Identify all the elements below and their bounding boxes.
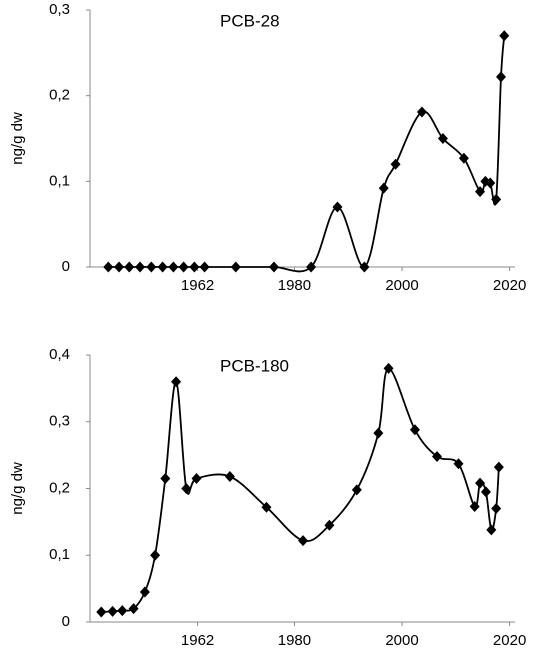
data-point: [359, 261, 370, 273]
data-point: [486, 524, 497, 536]
data-point: [480, 486, 491, 498]
y-tick-label: 0: [62, 613, 70, 630]
data-point: [491, 193, 502, 205]
y-tick-label: 0,3: [49, 1, 70, 18]
data-line: [101, 367, 500, 613]
data-point: [124, 261, 135, 273]
data-point: [499, 30, 510, 42]
data-point: [298, 535, 309, 547]
x-tick-label: 2000: [385, 277, 418, 294]
data-point: [189, 261, 200, 273]
data-point: [150, 549, 161, 561]
data-point: [117, 605, 128, 617]
chart-title: PCB-180: [220, 356, 289, 375]
data-point: [128, 603, 139, 615]
data-point: [224, 470, 235, 482]
data-point: [409, 424, 420, 436]
data-point: [168, 261, 179, 273]
data-point: [458, 152, 469, 164]
data-point: [171, 376, 182, 388]
y-tick-label: 0,4: [49, 346, 70, 363]
data-point: [230, 261, 241, 273]
data-point: [453, 458, 464, 470]
data-point: [351, 484, 362, 496]
data-point: [431, 450, 442, 462]
data-point: [261, 501, 272, 513]
data-point: [107, 605, 118, 617]
data-point: [135, 261, 146, 273]
y-tick-label: 0,1: [49, 172, 70, 189]
y-axis-label: ng/g dw: [9, 112, 26, 165]
y-tick-label: 0: [62, 258, 70, 275]
data-point: [437, 133, 448, 144]
y-tick-label: 0,1: [49, 546, 70, 563]
x-tick-label: 2020: [493, 632, 526, 649]
data-point: [475, 477, 486, 489]
x-tick-label: 1962: [181, 632, 214, 649]
data-point: [181, 483, 192, 494]
data-point: [146, 261, 157, 273]
x-tick-label: 2020: [493, 277, 526, 294]
data-point: [178, 261, 189, 273]
data-line: [108, 35, 506, 273]
x-tick-label: 1962: [181, 277, 214, 294]
data-point: [139, 586, 150, 598]
data-point: [199, 261, 210, 273]
data-point: [475, 186, 486, 198]
data-point: [324, 519, 335, 531]
data-point: [332, 201, 343, 213]
data-point: [373, 427, 384, 439]
data-point: [378, 182, 389, 194]
y-tick-label: 0,2: [49, 479, 70, 496]
data-point: [191, 472, 202, 484]
data-point: [160, 472, 171, 484]
data-point: [157, 261, 168, 273]
data-point: [491, 503, 502, 515]
data-point: [103, 261, 114, 273]
data-point: [493, 461, 504, 473]
data-point: [469, 501, 480, 513]
x-tick-label: 2000: [385, 632, 418, 649]
data-point: [383, 362, 394, 374]
data-point: [496, 71, 507, 83]
data-point: [390, 158, 401, 170]
data-point: [268, 261, 279, 273]
data-point: [96, 606, 107, 618]
chart-title: PCB-28: [220, 11, 280, 30]
data-point: [306, 261, 317, 273]
data-point: [485, 177, 496, 189]
y-axis-label: ng/g dw: [9, 462, 26, 515]
y-tick-label: 0,2: [49, 87, 70, 104]
x-tick-label: 1980: [278, 632, 311, 649]
x-tick-label: 1980: [278, 277, 311, 294]
data-point: [114, 261, 125, 273]
y-tick-label: 0,3: [49, 413, 70, 430]
data-point: [416, 106, 427, 118]
